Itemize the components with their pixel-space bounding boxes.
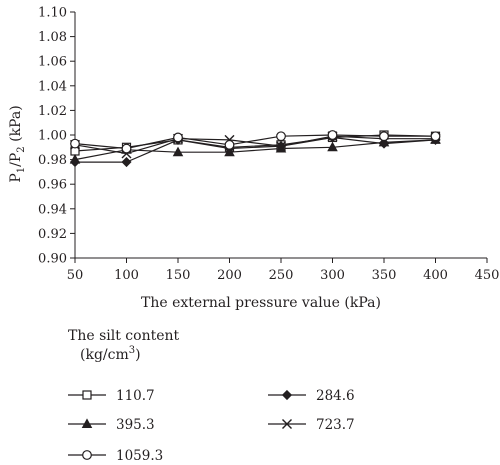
y-tick-label: 0.92	[38, 227, 67, 242]
series-395-3-point	[69, 153, 81, 164]
legend-marker	[281, 389, 293, 401]
legend-item-284-6: 284.6	[268, 388, 355, 404]
x-tick-label: 200	[217, 268, 242, 283]
series-1059-3-point	[379, 131, 389, 142]
y-axis-title-mid: /P	[8, 153, 24, 167]
x-tick-label: 350	[372, 268, 397, 283]
series-395-3-line	[74, 139, 436, 161]
series-1059-3-point	[121, 143, 132, 154]
x-tick-label: 400	[423, 268, 448, 283]
y-tick-label: 1.08	[38, 30, 67, 45]
series-395-3-point	[172, 146, 184, 157]
series-284-6-line	[75, 136, 436, 163]
x-axis-title: The external pressure value (kPa)	[141, 295, 381, 311]
legend-item-110-7: 110.7	[68, 388, 155, 404]
legend-marker	[81, 418, 93, 429]
legend-title-unit: (kg/cm	[80, 347, 129, 363]
y-axis-title-p: P	[8, 173, 24, 182]
legend-label: 284.6	[316, 388, 355, 404]
x-tick-label: 250	[269, 268, 294, 283]
series-1059-3-point	[430, 131, 441, 142]
legend-label: 723.7	[316, 417, 355, 433]
legend-marker	[282, 419, 292, 429]
series-723-7-line	[74, 135, 436, 155]
series-395-3-point	[224, 146, 235, 157]
legend-title-line2: (kg/cm3)	[80, 345, 141, 363]
plot-area: 0.90 0.92 0.94 0.96 0.98 1.00 1.02 1.04 1.06 1.08…	[38, 6, 499, 284]
series-395-3-point	[327, 141, 338, 152]
legend-label: 110.7	[116, 388, 155, 404]
x-tick-label: 50	[67, 268, 84, 283]
y-tick-label: 1.02	[38, 104, 67, 119]
x-marker-stroke	[282, 419, 292, 429]
y-tick-label: 0.98	[38, 153, 67, 168]
x-tick-label: 150	[166, 268, 191, 283]
y-axis-title: P1/P2 (kPa)	[8, 105, 27, 182]
y-axis-title-sub2: 2	[16, 146, 27, 152]
y-tick-label: 1.06	[38, 55, 67, 70]
y-tick-label: 1.10	[38, 6, 67, 21]
legend-marker	[82, 390, 92, 400]
series-1059-3-point	[224, 139, 235, 150]
y-axis-title-sub1: 1	[16, 167, 27, 173]
series-1059-3-point	[70, 138, 80, 149]
x-marker-stroke	[276, 141, 286, 152]
x-tick-label: 100	[114, 268, 139, 283]
legend-label: 395.3	[116, 417, 155, 433]
x-tick-label: 450	[475, 268, 500, 283]
series-723-7-point	[276, 141, 286, 152]
series-1059-3-line	[74, 134, 436, 150]
y-tick-label: 0.96	[38, 178, 67, 193]
legend-label: 1059.3	[116, 448, 163, 464]
y-tick-label: 1.04	[38, 79, 67, 94]
y-tick-label: 1.00	[38, 129, 67, 144]
y-tick-label: 0.94	[38, 202, 67, 217]
y-axis-title-unit: (kPa)	[8, 105, 24, 146]
legend-title-sup: 3	[129, 345, 135, 356]
legend-item-1059-3: 1059.3	[68, 448, 163, 464]
series-284-6-point	[121, 156, 132, 168]
series-1059-3-point	[276, 131, 286, 142]
legend-item-395-3: 395.3	[68, 417, 155, 433]
legend-title-line1: The silt content	[68, 328, 180, 344]
x-tick-label: 300	[320, 268, 345, 283]
series-1059-3-point	[173, 132, 183, 143]
y-tick-label: 0.90	[38, 252, 67, 267]
legend-marker	[82, 450, 92, 460]
series-1059-3-point	[327, 130, 338, 140]
legend: 110.7 284.6 395.3 723.7 1059.3	[68, 388, 355, 464]
legend-item-723-7: 723.7	[268, 417, 355, 433]
legend-title-close: )	[135, 347, 140, 363]
